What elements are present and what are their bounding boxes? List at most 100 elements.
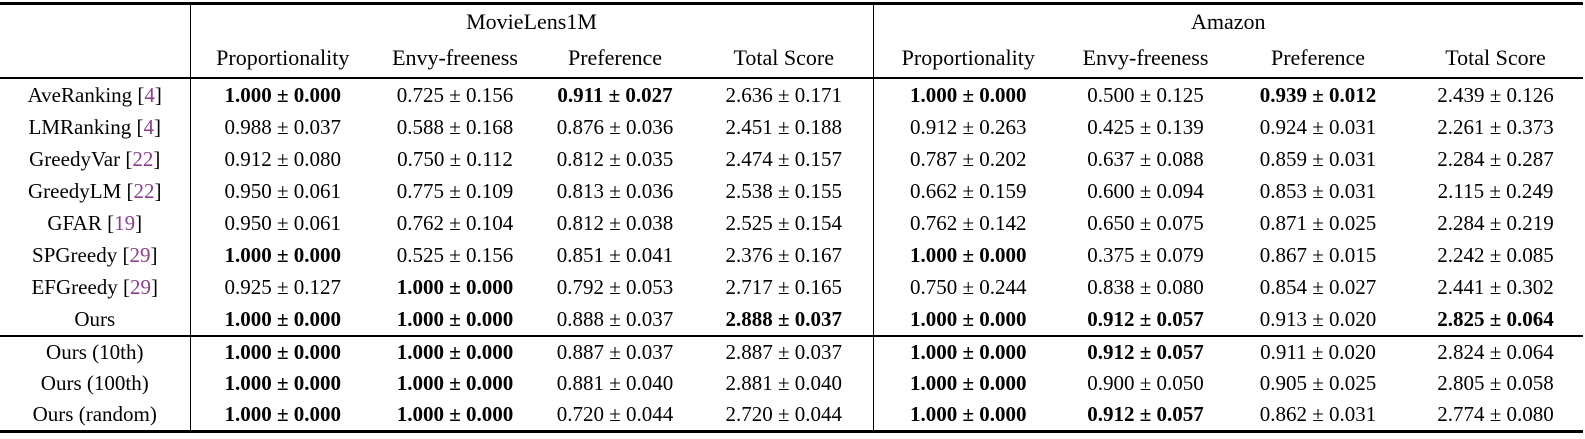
table-row-averanking: AveRanking [4] 1.000 ± 0.000 0.725 ± 0.156… — [0, 78, 1583, 111]
table-row-ours-random: Ours (random) 1.000 ± 0.000 1.000 ± 0.000 0… — [0, 399, 1583, 432]
table-row-greedylm: GreedyLM [22] 0.950 ± 0.061 0.775 ± 0.109 0… — [0, 175, 1583, 207]
value-cell: 0.750 ± 0.112 — [397, 146, 513, 171]
value-cell: 0.925 ± 0.127 — [224, 274, 342, 299]
citation-link[interactable]: 29 — [129, 242, 151, 267]
value-cell: 1.000 ± 0.000 — [910, 402, 1027, 426]
value-cell: 0.588 ± 0.168 — [396, 114, 514, 139]
value-cell: 1.000 ± 0.000 — [396, 371, 514, 395]
value-cell: 1.000 ± 0.000 — [224, 242, 342, 267]
value-cell: 1.000 ± 0.000 — [375, 335, 535, 368]
method-name: Ours (random) — [32, 402, 157, 426]
metric-header-movielens-envy-freeness: Envy-freeness — [375, 39, 535, 79]
value-cell: 0.425 ± 0.139 — [1087, 114, 1204, 139]
value-cell: 2.284 ± 0.287 — [1437, 146, 1554, 171]
value-cell: 0.750 ± 0.244 — [910, 274, 1027, 299]
ablation-results-section: Ours (10th) 1.000 ± 0.000 1.000 ± 0.000 0.8… — [0, 335, 1584, 432]
value-cell: 0.851 ± 0.041 — [556, 242, 674, 267]
citation-link[interactable]: 22 — [132, 146, 154, 171]
metric-header-movielens-total-score: Total Score — [695, 39, 874, 79]
method-name: LMRanking — [28, 114, 132, 139]
value-cell: 1.000 ± 0.000 — [873, 335, 1064, 368]
value-cell: 0.950 ± 0.061 — [224, 178, 342, 203]
value-cell: 1.000 ± 0.000 — [224, 82, 342, 107]
value-cell: 0.988 ± 0.037 — [224, 114, 342, 139]
value-cell: 2.825 ± 0.064 — [1437, 306, 1554, 331]
metric-header-amazon-proportionality: Proportionality — [873, 39, 1064, 79]
value-cell: 0.871 ± 0.025 — [1259, 210, 1377, 235]
metric-header-amazon-preference: Preference — [1228, 39, 1409, 79]
value-cell: 0.876 ± 0.036 — [556, 114, 674, 139]
value-cell: 0.881 ± 0.040 — [556, 371, 674, 395]
method-name: Ours (100th) — [40, 371, 149, 395]
value-cell: 0.762 ± 0.104 — [396, 210, 514, 235]
method-label: Ours (10th) — [0, 335, 191, 368]
method-label: Ours — [0, 303, 191, 336]
metric-header-amazon-total-score: Total Score — [1408, 39, 1584, 79]
method-label: EFGreedy [29] — [0, 271, 191, 303]
method-name: Ours — [74, 306, 116, 331]
value-cell: 0.862 ± 0.031 — [1259, 402, 1377, 426]
value-cell: 0.762 ± 0.142 — [910, 210, 1027, 235]
method-label: AveRanking [4] — [0, 78, 191, 111]
table-row-greedyvar: GreedyVar [22] 0.912 ± 0.080 0.750 ± 0.112… — [0, 143, 1583, 175]
method-label: GreedyVar [22] — [0, 143, 191, 175]
value-cell: 0.924 ± 0.031 — [1259, 114, 1377, 139]
metric-header-movielens-preference: Preference — [535, 39, 695, 79]
value-cell: 0.887 ± 0.037 — [535, 335, 695, 368]
value-cell: 0.650 ± 0.075 — [1087, 210, 1204, 235]
value-cell: 0.600 ± 0.094 — [1087, 178, 1204, 203]
value-cell: 0.939 ± 0.012 — [1259, 82, 1377, 107]
value-cell: 0.888 ± 0.037 — [556, 306, 674, 331]
table-header: MovieLens1M Amazon Proportionality Envy-f… — [0, 3, 1584, 79]
method-name: Ours (10th) — [46, 340, 144, 364]
value-cell: 0.913 ± 0.020 — [1259, 306, 1377, 331]
value-cell: 1.000 ± 0.000 — [224, 402, 342, 426]
value-cell: 0.912 ± 0.057 — [1087, 402, 1204, 426]
value-cell: 2.805 ± 0.058 — [1437, 371, 1554, 395]
method-label: Ours (random) — [0, 399, 191, 432]
value-cell: 2.720 ± 0.044 — [695, 399, 874, 432]
value-cell: 0.859 ± 0.031 — [1259, 146, 1377, 171]
value-cell: 0.792 ± 0.053 — [556, 274, 674, 299]
value-cell: 1.000 ± 0.000 — [910, 82, 1027, 107]
value-cell: 0.912 ± 0.057 — [1087, 306, 1204, 331]
citation-link[interactable]: 4 — [144, 82, 155, 107]
value-cell: 2.242 ± 0.085 — [1437, 242, 1554, 267]
value-cell: 0.637 ± 0.088 — [1087, 146, 1204, 171]
table-row-efgreedy: EFGreedy [29] 0.925 ± 0.127 1.000 ± 0.000 0… — [0, 271, 1583, 303]
value-cell: 0.812 ± 0.035 — [556, 146, 674, 171]
citation-link[interactable]: 22 — [133, 178, 155, 203]
dataset-header-movielens: MovieLens1M — [190, 3, 874, 39]
value-cell: 0.838 ± 0.080 — [1087, 274, 1204, 299]
value-cell: 1.000 ± 0.000 — [396, 402, 514, 426]
value-cell: 2.774 ± 0.080 — [1437, 402, 1554, 426]
value-cell: 0.725 ± 0.156 — [396, 82, 514, 107]
value-cell: 2.284 ± 0.219 — [1437, 210, 1554, 235]
table-row-gfar: GFAR [19] 0.950 ± 0.061 0.762 ± 0.104 0.812… — [0, 207, 1583, 239]
value-cell: 0.854 ± 0.027 — [1259, 274, 1377, 299]
method-name: EFGreedy — [31, 274, 118, 299]
value-cell: 0.375 ± 0.079 — [1087, 242, 1204, 267]
method-name: AveRanking — [27, 82, 133, 107]
citation-link[interactable]: 19 — [114, 210, 136, 235]
value-cell: 2.881 ± 0.040 — [695, 368, 874, 399]
method-label: Ours (100th) — [0, 368, 191, 399]
value-cell: 2.824 ± 0.064 — [1408, 335, 1584, 368]
value-cell: 2.887 ± 0.037 — [695, 335, 874, 368]
method-label: GreedyLM [22] — [0, 175, 191, 207]
value-cell: 2.441 ± 0.302 — [1437, 274, 1554, 299]
value-cell: 0.720 ± 0.044 — [556, 402, 674, 426]
value-cell: 2.474 ± 0.157 — [695, 143, 874, 175]
value-cell: 0.912 ± 0.263 — [910, 114, 1027, 139]
value-cell: 2.376 ± 0.167 — [695, 239, 874, 271]
citation-link[interactable]: 4 — [143, 114, 154, 139]
value-cell: 0.912 ± 0.057 — [1063, 335, 1229, 368]
value-cell: 1.000 ± 0.000 — [396, 306, 514, 331]
metric-header-row: Proportionality Envy-freeness Preference To… — [0, 39, 1584, 79]
value-cell: 0.905 ± 0.025 — [1259, 371, 1377, 395]
value-cell: 0.525 ± 0.156 — [396, 242, 514, 267]
citation-link[interactable]: 29 — [130, 274, 152, 299]
value-cell: 0.912 ± 0.080 — [224, 146, 342, 171]
table-row-ours: Ours 1.000 ± 0.000 1.000 ± 0.000 0.888 ± 0.… — [0, 303, 1583, 336]
